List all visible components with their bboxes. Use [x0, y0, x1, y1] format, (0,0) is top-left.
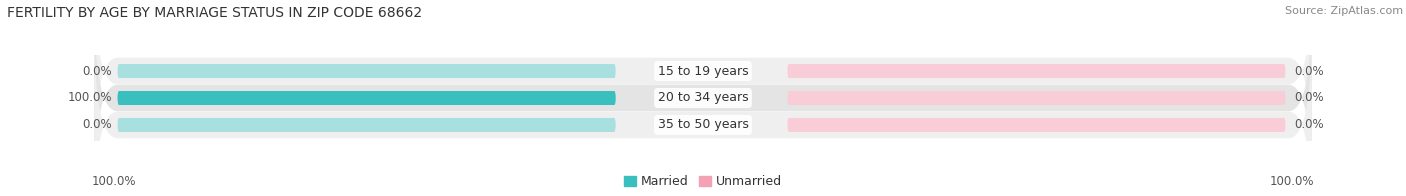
FancyBboxPatch shape — [787, 64, 1285, 78]
FancyBboxPatch shape — [118, 91, 616, 105]
Text: 15 to 19 years: 15 to 19 years — [658, 64, 748, 78]
FancyBboxPatch shape — [118, 91, 616, 105]
FancyBboxPatch shape — [118, 118, 616, 132]
Text: 100.0%: 100.0% — [91, 175, 136, 188]
Text: 0.0%: 0.0% — [82, 64, 111, 78]
Text: 100.0%: 100.0% — [1270, 175, 1315, 188]
Text: 20 to 34 years: 20 to 34 years — [658, 92, 748, 104]
FancyBboxPatch shape — [787, 91, 1285, 105]
FancyBboxPatch shape — [118, 64, 616, 78]
FancyBboxPatch shape — [94, 30, 1312, 196]
Text: 0.0%: 0.0% — [1294, 92, 1324, 104]
FancyBboxPatch shape — [787, 118, 1285, 132]
Legend: Married, Unmarried: Married, Unmarried — [624, 175, 782, 188]
Text: 35 to 50 years: 35 to 50 years — [658, 118, 748, 132]
FancyBboxPatch shape — [94, 4, 1312, 192]
FancyBboxPatch shape — [94, 0, 1312, 166]
Text: FERTILITY BY AGE BY MARRIAGE STATUS IN ZIP CODE 68662: FERTILITY BY AGE BY MARRIAGE STATUS IN Z… — [7, 6, 422, 20]
Text: 100.0%: 100.0% — [67, 92, 111, 104]
Text: 0.0%: 0.0% — [1294, 64, 1324, 78]
Text: 0.0%: 0.0% — [1294, 118, 1324, 132]
Text: Source: ZipAtlas.com: Source: ZipAtlas.com — [1285, 6, 1403, 16]
Text: 0.0%: 0.0% — [82, 118, 111, 132]
